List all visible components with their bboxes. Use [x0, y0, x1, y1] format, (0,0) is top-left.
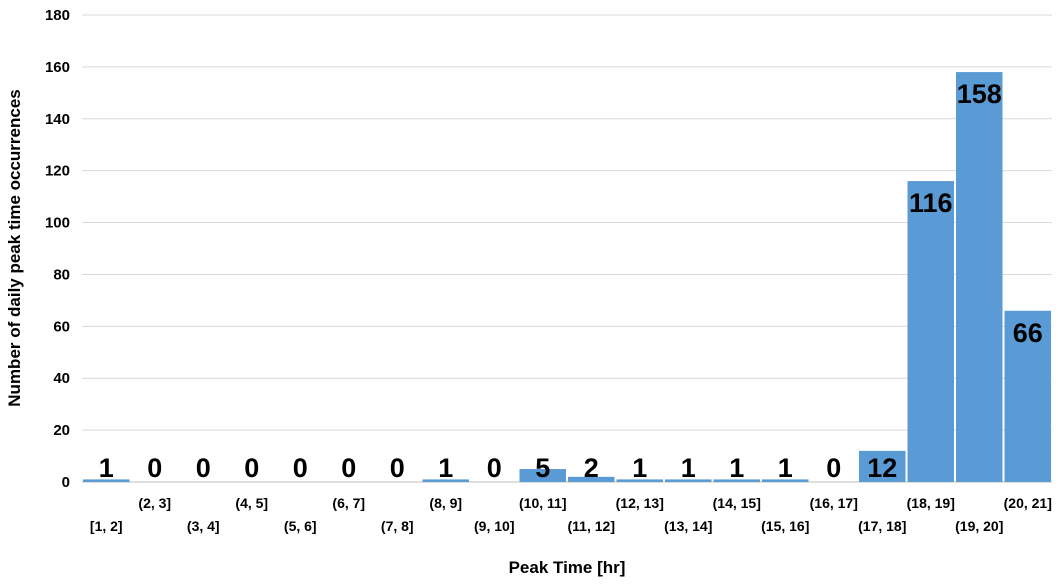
data-label: 0	[390, 453, 405, 483]
data-label: 0	[293, 453, 308, 483]
data-label: 1	[778, 453, 793, 483]
x-category-label: (8, 9]	[429, 495, 462, 511]
data-label: 66	[1013, 318, 1043, 348]
bar	[83, 479, 130, 482]
x-category-label: (17, 18]	[858, 518, 906, 534]
y-tick-label: 40	[53, 370, 70, 387]
bar	[519, 469, 566, 482]
y-tick-label: 120	[45, 163, 70, 180]
data-label: 1	[632, 453, 647, 483]
y-tick-label: 100	[45, 215, 70, 232]
y-tick-label: 60	[53, 318, 70, 335]
data-label: 0	[487, 453, 502, 483]
x-category-label: (6, 7]	[332, 495, 365, 511]
x-category-label: (3, 4]	[187, 518, 220, 534]
data-label: 116	[909, 188, 953, 218]
bar	[956, 72, 1003, 483]
data-label: 1	[681, 453, 696, 483]
x-category-label: (12, 13]	[616, 495, 664, 511]
y-axis-title: Number of daily peak time occurrences	[5, 89, 24, 406]
y-tick-label: 0	[62, 474, 70, 491]
data-labels: 1 0 0 0 0 0 0 1 0 5 2 1 1 1 1 0 12 116 158 66	[99, 79, 1043, 483]
x-axis-title: Peak Time [hr]	[509, 558, 626, 577]
bar	[422, 479, 469, 482]
x-category-label: (15, 16]	[761, 518, 809, 534]
bar	[568, 476, 615, 482]
data-label: 5	[535, 453, 550, 483]
y-tick-label: 20	[53, 422, 70, 439]
data-label: 12	[867, 453, 897, 483]
data-label: 158	[957, 79, 1002, 109]
gridlines	[82, 14, 1052, 483]
x-category-label: (4, 5]	[235, 495, 268, 511]
x-category-label: (19, 20]	[955, 518, 1003, 534]
data-label: 0	[244, 453, 259, 483]
x-category-label: (2, 3]	[138, 495, 171, 511]
y-tick-label: 140	[45, 111, 70, 128]
data-label: 0	[341, 453, 356, 483]
data-label: 2	[584, 453, 599, 483]
data-label: 1	[438, 453, 453, 483]
data-label: 0	[196, 453, 211, 483]
x-category-label: (9, 10]	[474, 518, 514, 534]
y-tick-labels: 0 20 40 60 80 100 120 140 160 180	[45, 7, 70, 491]
data-label: 0	[826, 453, 841, 483]
x-category-label: [1, 2]	[90, 518, 123, 534]
x-category-label: (13, 14]	[664, 518, 712, 534]
bar	[859, 450, 906, 482]
x-category-label: (16, 17]	[810, 495, 858, 511]
bar	[616, 479, 663, 482]
x-category-label: (7, 8]	[381, 518, 414, 534]
x-category-labels: [1, 2] (2, 3] (3, 4] (4, 5] (5, 6] (6, 7] (7, …	[90, 495, 1052, 534]
x-category-label: (18, 19]	[907, 495, 955, 511]
y-tick-label: 80	[53, 266, 70, 283]
bar	[1004, 310, 1051, 482]
y-tick-label: 180	[45, 7, 70, 24]
bar	[713, 479, 760, 482]
bars	[83, 72, 1051, 483]
x-category-label: (5, 6]	[284, 518, 317, 534]
y-tick-label: 160	[45, 59, 70, 76]
x-category-label: (14, 15]	[713, 495, 761, 511]
data-label: 1	[729, 453, 744, 483]
x-category-label: (20, 21]	[1004, 495, 1052, 511]
bar	[762, 479, 809, 482]
data-label: 1	[99, 453, 114, 483]
x-category-label: (11, 12]	[568, 518, 615, 534]
x-category-label: (10, 11]	[519, 495, 566, 511]
bar	[907, 181, 954, 483]
bar	[665, 479, 712, 482]
data-label: 0	[147, 453, 162, 483]
